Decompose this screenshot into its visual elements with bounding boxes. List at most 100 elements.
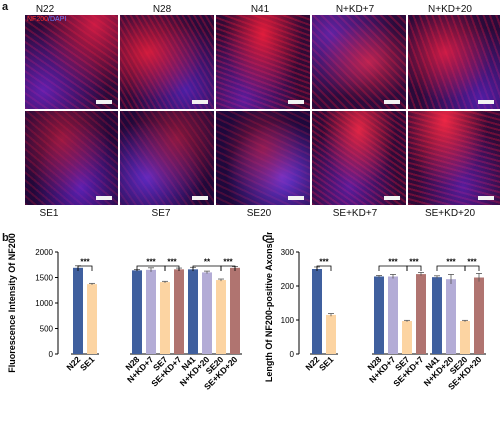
micrograph-image (216, 111, 310, 205)
bar-SE+KD+20 (474, 277, 484, 354)
bar-SE1 (87, 284, 97, 354)
y-tick-label: 0 (49, 350, 54, 359)
scale-bar (384, 100, 400, 104)
y-tick-label: 1500 (35, 274, 53, 283)
micrograph-n22: NF200/DAPI (25, 15, 118, 109)
stain-legend: NF200/DAPI (27, 16, 66, 24)
significance-bracket (77, 265, 93, 271)
significance-label: *** (167, 258, 177, 267)
micro-label-n22: N22 (35, 4, 55, 15)
bar-SE20 (460, 321, 470, 354)
y-tick-label: 300 (281, 248, 295, 257)
micrograph-sekd20 (408, 111, 500, 205)
scale-bar (192, 100, 208, 104)
micro-label-n41: N41 (250, 4, 270, 15)
significance-label: ** (204, 258, 211, 267)
bar-N41 (432, 277, 442, 354)
bar-SE+KD+20 (230, 267, 240, 354)
significance-bracket (464, 265, 480, 271)
x-tick-label: SE1 (317, 354, 336, 373)
significance-bracket (316, 265, 332, 271)
y-axis-title: Length Of NF200-positive Axons(μm) (264, 232, 274, 382)
micro-label-se20: SE20 (246, 208, 272, 219)
bar-N28 (132, 270, 142, 354)
bar-SE7 (160, 282, 170, 354)
micro-label-n28: N28 (152, 4, 172, 15)
micro-label-se1: SE1 (39, 208, 59, 219)
significance-label: *** (409, 258, 419, 267)
micrograph-image (216, 15, 310, 109)
panel-letter-b: b (2, 232, 9, 244)
scale-bar (384, 196, 400, 200)
micrograph-nkd20 (408, 15, 500, 109)
bar-N+KD+20 (446, 279, 456, 354)
significance-label: *** (467, 258, 477, 267)
bar-N22 (73, 267, 83, 354)
significance-bracket (220, 265, 236, 271)
micrograph-image (312, 111, 406, 205)
scale-bar (96, 196, 112, 200)
micrograph-sekd7 (312, 111, 406, 205)
significance-bracket (164, 265, 180, 271)
bar-N22 (312, 269, 322, 354)
micro-label-nkd20: N+KD+20 (428, 4, 472, 15)
micrograph-image (120, 111, 214, 205)
y-tick-label: 1000 (35, 299, 53, 308)
bar-N+KD+20 (202, 272, 212, 354)
bar-N+KD+7 (388, 276, 398, 354)
micrograph-n41 (216, 15, 310, 109)
significance-label: *** (146, 258, 156, 267)
scale-bar (288, 196, 304, 200)
y-tick-label: 2000 (35, 248, 53, 257)
y-axis-title: Fluorescence Intensity Of NF200 (7, 233, 17, 373)
micro-label-sekd7: SE+KD+7 (332, 208, 378, 219)
bar-SE1 (326, 314, 336, 354)
panel-letter-a: a (2, 1, 9, 13)
micro-label-nkd7: N+KD+7 (335, 4, 375, 15)
significance-label: *** (388, 258, 398, 267)
bar-N28 (374, 276, 384, 354)
micrograph-image (25, 15, 118, 109)
significance-label: *** (80, 258, 90, 267)
significance-bracket (406, 265, 422, 271)
y-tick-label: 0 (290, 350, 295, 359)
stain-dapi-label: DAPI (49, 16, 67, 23)
significance-bracket (378, 265, 408, 271)
micrograph-se20 (216, 111, 310, 205)
micrograph-image (25, 111, 118, 205)
significance-label: *** (223, 258, 233, 267)
bar-SE7 (402, 321, 412, 354)
stain-nf200-label: NF200 (27, 16, 49, 23)
scale-bar (478, 196, 494, 200)
y-tick-label: 100 (281, 316, 295, 325)
bar-SE+KD+7 (174, 269, 184, 354)
stain-separator: / (48, 16, 50, 23)
micrograph-image (120, 15, 214, 109)
x-tick-label: SE1 (78, 354, 97, 373)
bar-SE20 (216, 280, 226, 354)
significance-label: *** (319, 258, 329, 267)
scale-bar (96, 100, 112, 104)
scale-bar (192, 196, 208, 200)
bar-N+KD+7 (146, 269, 156, 354)
bar-SE+KD+7 (416, 274, 426, 354)
micrograph-se7 (120, 111, 214, 205)
micrograph-image (312, 15, 406, 109)
scale-bar (288, 100, 304, 104)
significance-bracket (436, 265, 466, 271)
micro-label-sekd20: SE+KD+20 (424, 208, 476, 219)
chart-fluorescence-intensity: 0 500 1000 1500 2000 Fluorescence Intensity O… (7, 233, 242, 392)
micrograph-image (408, 15, 500, 109)
scale-bar (478, 100, 494, 104)
micrograph-nkd7 (312, 15, 406, 109)
chart-axon-length: 0 100 200 300 Length Of NF200-positive Axons… (264, 232, 486, 392)
significance-label: *** (446, 258, 456, 267)
y-tick-label: 500 (40, 325, 54, 334)
micrograph-se1 (25, 111, 118, 205)
panel-letter-c: c (262, 232, 269, 244)
y-tick-label: 200 (281, 282, 295, 291)
micrograph-image (408, 111, 500, 205)
micro-label-se7: SE7 (151, 208, 171, 219)
micrograph-n28 (120, 15, 214, 109)
bar-N41 (188, 269, 198, 354)
